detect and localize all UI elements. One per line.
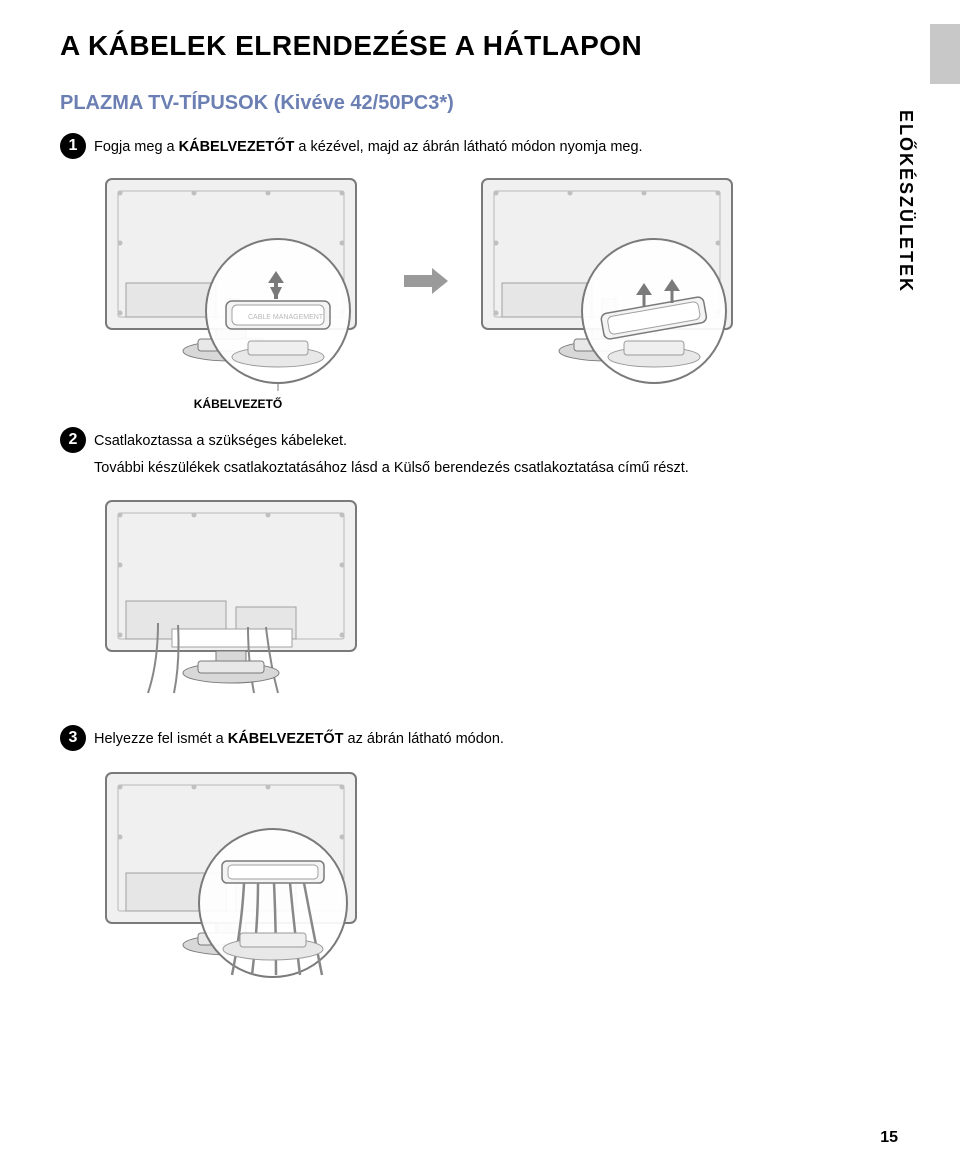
page-number: 15 <box>880 1129 898 1147</box>
step-3-text-post: az ábrán látható módon. <box>344 731 504 747</box>
step-2-line1: Csatlakoztassa a szükséges kábeleket. <box>94 431 689 452</box>
step-1-text-bold: KÁBELVEZETŐT <box>179 139 295 155</box>
cable-manager-label: KÁBELVEZETŐ <box>98 397 378 411</box>
step-3-text-bold: KÁBELVEZETŐT <box>228 731 344 747</box>
tv-diagram-closed: CABLE MANAGEMENT <box>98 171 378 391</box>
side-section-label: ELŐKÉSZÜLETEK <box>895 110 916 293</box>
step-3-diagram <box>98 765 900 985</box>
page-title: A KÁBELEK ELRENDEZÉSE A HÁTLAPON <box>60 30 900 62</box>
step-2-diagram <box>98 493 900 703</box>
step-1: 1 Fogja meg a KÁBELVEZETŐT a kézével, ma… <box>60 135 900 159</box>
step-2-number: 2 <box>60 427 86 453</box>
page-subtitle: PLAZMA TV-TÍPUSOK (Kivéve 42/50PC3*) <box>60 92 900 115</box>
arrow-icon <box>402 266 450 296</box>
step-3-text-pre: Helyezze fel ismét a <box>94 731 228 747</box>
step-1-text-post: a kézével, majd az ábrán látható módon n… <box>294 139 642 155</box>
step-1-number: 1 <box>60 133 86 159</box>
step-3: 3 Helyezze fel ismét a KÁBELVEZETŐT az á… <box>60 727 900 751</box>
svg-text:CABLE MANAGEMENT: CABLE MANAGEMENT <box>248 314 324 321</box>
tv-diagram-open <box>474 171 754 391</box>
step-2-text: Csatlakoztassa a szükséges kábeleket. To… <box>94 429 689 479</box>
step-1-diagrams: CABLE MANAGEMENT <box>98 171 900 391</box>
step-2: 2 Csatlakoztassa a szükséges kábeleket. … <box>60 429 900 479</box>
side-tab <box>930 24 960 84</box>
step-1-text-pre: Fogja meg a <box>94 139 179 155</box>
step-2-line2: További készülékek csatlakoztatásához lá… <box>94 458 689 479</box>
step-3-text: Helyezze fel ismét a KÁBELVEZETŐT az ábr… <box>94 727 504 750</box>
step-3-number: 3 <box>60 725 86 751</box>
step-1-text: Fogja meg a KÁBELVEZETŐT a kézével, majd… <box>94 135 643 158</box>
